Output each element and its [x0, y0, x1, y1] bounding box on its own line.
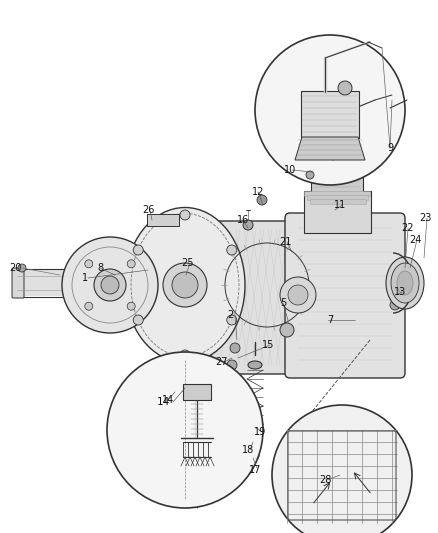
- Bar: [23, 270, 98, 296]
- FancyBboxPatch shape: [310, 159, 362, 196]
- Text: 1: 1: [82, 273, 88, 283]
- FancyBboxPatch shape: [12, 268, 24, 298]
- Text: 17: 17: [248, 465, 261, 475]
- Text: 24: 24: [408, 235, 420, 245]
- Circle shape: [162, 263, 207, 307]
- Circle shape: [279, 277, 315, 313]
- Circle shape: [305, 171, 313, 179]
- Circle shape: [287, 285, 307, 305]
- Circle shape: [133, 315, 143, 325]
- Text: 14: 14: [162, 395, 174, 405]
- Circle shape: [18, 264, 26, 272]
- FancyBboxPatch shape: [147, 214, 179, 226]
- Circle shape: [254, 35, 404, 185]
- Text: 21: 21: [278, 237, 290, 247]
- Text: 16: 16: [237, 215, 248, 225]
- Circle shape: [101, 276, 119, 294]
- Circle shape: [389, 300, 399, 310]
- Circle shape: [94, 269, 126, 301]
- Circle shape: [85, 260, 92, 268]
- FancyBboxPatch shape: [211, 221, 323, 374]
- FancyBboxPatch shape: [307, 196, 367, 200]
- Text: 19: 19: [253, 427, 265, 437]
- Text: 14: 14: [156, 397, 169, 407]
- Text: 25: 25: [181, 258, 194, 268]
- Circle shape: [226, 360, 237, 370]
- Text: 13: 13: [393, 287, 405, 297]
- Text: 20: 20: [9, 263, 21, 273]
- FancyBboxPatch shape: [183, 384, 211, 400]
- Text: 26: 26: [141, 205, 154, 215]
- Text: 28: 28: [318, 475, 330, 485]
- Ellipse shape: [247, 361, 261, 369]
- Circle shape: [85, 302, 92, 310]
- Ellipse shape: [385, 257, 423, 309]
- Ellipse shape: [390, 263, 418, 303]
- Circle shape: [107, 352, 262, 508]
- Circle shape: [62, 237, 158, 333]
- Circle shape: [243, 220, 252, 230]
- Text: 27: 27: [215, 357, 228, 367]
- Circle shape: [226, 315, 236, 325]
- Text: 5: 5: [279, 298, 286, 308]
- FancyBboxPatch shape: [303, 191, 370, 233]
- Text: 8: 8: [97, 263, 103, 273]
- Text: 11: 11: [333, 200, 345, 210]
- Text: 23: 23: [418, 213, 430, 223]
- Circle shape: [279, 323, 293, 337]
- Circle shape: [180, 210, 190, 220]
- Circle shape: [272, 405, 411, 533]
- Circle shape: [244, 448, 258, 462]
- Ellipse shape: [125, 207, 244, 362]
- FancyBboxPatch shape: [300, 91, 358, 138]
- Text: 7: 7: [326, 315, 332, 325]
- Circle shape: [180, 350, 190, 360]
- Text: 22: 22: [401, 223, 413, 233]
- Ellipse shape: [396, 271, 412, 295]
- Text: 10: 10: [283, 165, 296, 175]
- Circle shape: [172, 272, 198, 298]
- Text: 18: 18: [241, 445, 254, 455]
- Circle shape: [127, 260, 135, 268]
- Text: 12: 12: [251, 187, 264, 197]
- Circle shape: [127, 302, 135, 310]
- Circle shape: [230, 343, 240, 353]
- Ellipse shape: [249, 427, 259, 433]
- Circle shape: [256, 195, 266, 205]
- Circle shape: [226, 245, 236, 255]
- Text: 15: 15: [261, 340, 274, 350]
- Polygon shape: [294, 137, 364, 160]
- Circle shape: [337, 81, 351, 95]
- FancyBboxPatch shape: [284, 213, 404, 378]
- Text: 2: 2: [226, 310, 233, 320]
- Circle shape: [133, 245, 143, 255]
- FancyBboxPatch shape: [310, 199, 366, 205]
- FancyBboxPatch shape: [304, 191, 370, 197]
- Text: 9: 9: [386, 143, 392, 153]
